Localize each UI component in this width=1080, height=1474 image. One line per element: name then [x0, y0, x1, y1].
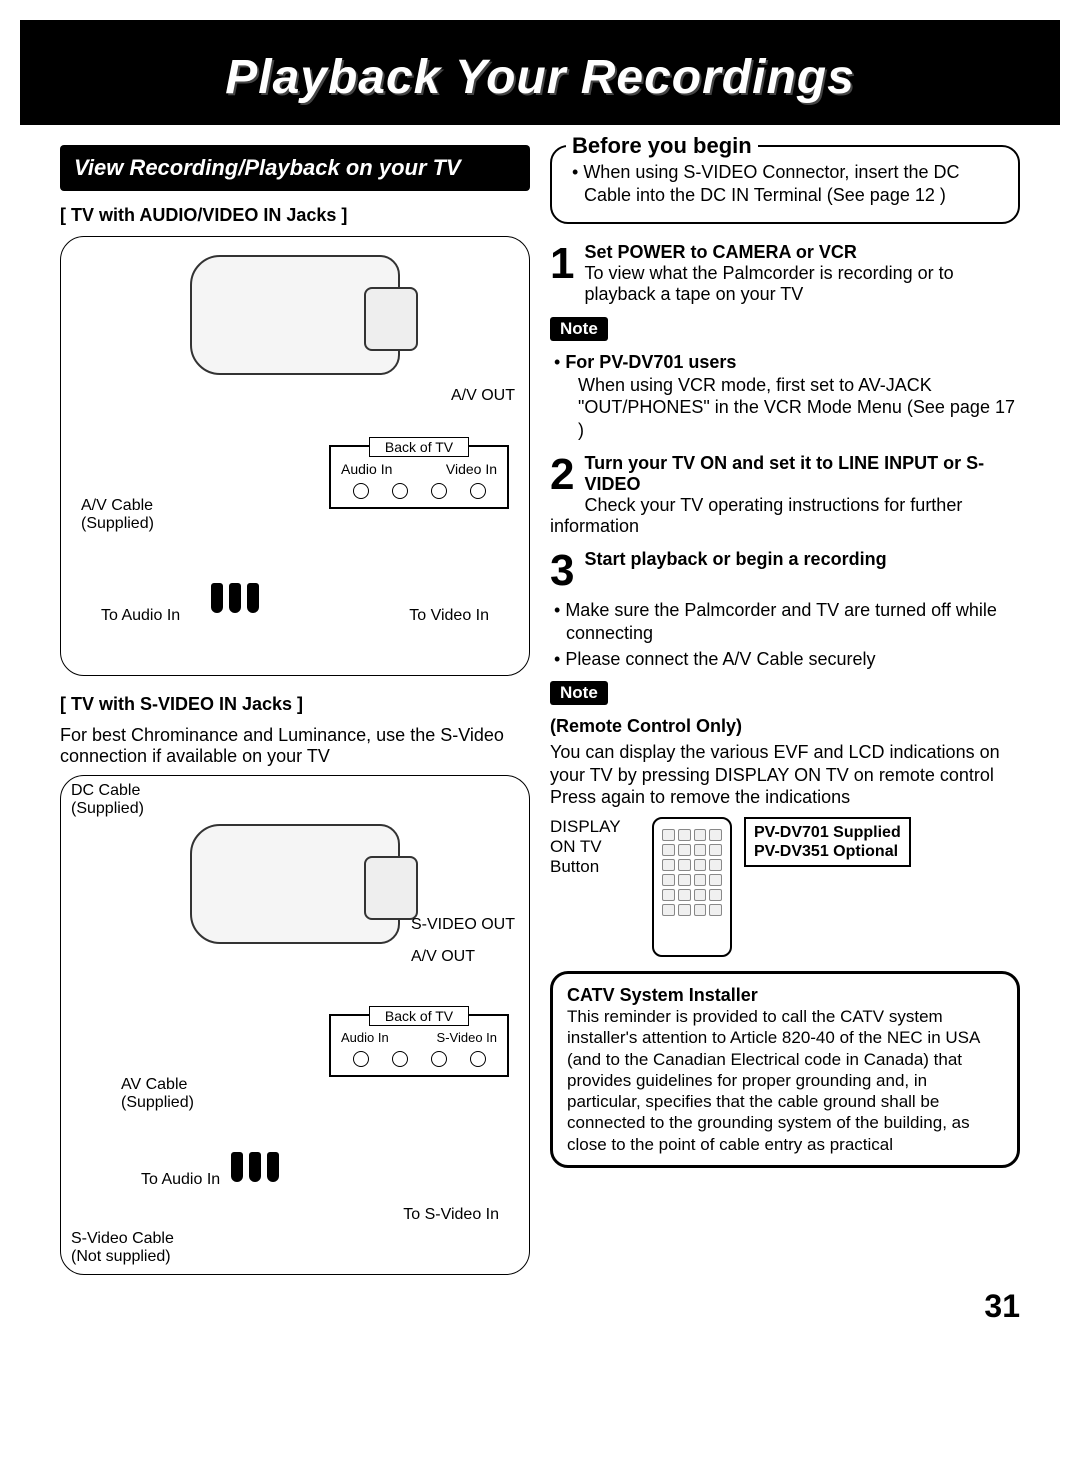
- step-1: 1 Set POWER to CAMERA or VCR To view wha…: [550, 242, 1020, 305]
- label-to-audio-in-2: To Audio In: [141, 1171, 220, 1189]
- camcorder-illustration-2: [190, 824, 400, 944]
- step-2: 2 Turn your TV ON and set it to LINE INP…: [550, 453, 1020, 537]
- bullet-2: • Please connect the A/V Cable securely: [550, 648, 1020, 671]
- label-audio-in-2: Audio In: [341, 1030, 389, 1045]
- plugs-illustration-2: [231, 1146, 279, 1188]
- step-2-title: Turn your TV ON and set it to LINE INPUT…: [584, 453, 984, 494]
- step-1-num: 1: [550, 242, 574, 286]
- step-1-text: To view what the Palmcorder is recording…: [584, 263, 953, 304]
- label-dc-cable: DC Cable (Supplied): [71, 782, 144, 818]
- remote-row: DISPLAY ON TV Button PV-DV701 Supplied P…: [550, 817, 1020, 957]
- page-number: 31: [984, 1288, 1020, 1325]
- label-to-audio-in: To Audio In: [101, 607, 180, 625]
- supply-box: PV-DV701 Supplied PV-DV351 Optional: [744, 817, 911, 867]
- page-title: Playback Your Recordings: [40, 50, 1040, 105]
- display-on-tv-label: DISPLAY ON TV Button: [550, 817, 640, 877]
- diagram-svideo: DC Cable (Supplied) S-VIDEO OUT A/V OUT …: [60, 775, 530, 1275]
- label-av-cable-2: AV Cable (Supplied): [121, 1076, 194, 1112]
- note-badge-1: Note: [550, 317, 608, 341]
- diagram-av: A/V OUT Back of TV Audio In Video In A/V…: [60, 236, 530, 676]
- step-2-num: 2: [550, 453, 574, 497]
- step-2-text: Check your TV operating instructions for…: [550, 495, 962, 536]
- before-text: • When using S-VIDEO Connector, insert t…: [568, 161, 1002, 206]
- catv-box: CATV System Installer This reminder is p…: [550, 971, 1020, 1168]
- label-to-video-in: To Video In: [409, 607, 489, 625]
- note-badge-2: Note: [550, 681, 608, 705]
- sub-header-svideo-jacks: [ TV with S-VIDEO IN Jacks ]: [60, 694, 530, 715]
- step-3-num: 3: [550, 549, 574, 593]
- label-back-of-tv: Back of TV: [369, 437, 469, 457]
- tv-back-box: Back of TV Audio In Video In: [329, 445, 509, 509]
- before-you-begin-box: Before you begin • When using S-VIDEO Co…: [550, 145, 1020, 224]
- catv-title: CATV System Installer: [567, 984, 1003, 1007]
- label-svideo-out: S-VIDEO OUT A/V OUT: [411, 916, 515, 966]
- step-1-note: • For PV-DV701 users When using VCR mode…: [550, 351, 1020, 441]
- catv-text: This reminder is provided to call the CA…: [567, 1006, 1003, 1155]
- label-audio-in: Audio In: [341, 461, 392, 477]
- label-video-in: Video In: [446, 461, 497, 477]
- svideo-description: For best Chrominance and Luminance, use …: [60, 725, 530, 767]
- label-back-of-tv-2: Back of TV: [369, 1006, 469, 1026]
- step-3-title: Start playback or begin a recording: [584, 549, 886, 569]
- plugs-illustration: [211, 577, 259, 619]
- tv-back-box-2: Back of TV Audio In S-Video In: [329, 1014, 509, 1077]
- step-1-title: Set POWER to CAMERA or VCR: [584, 242, 856, 262]
- remote-title: (Remote Control Only): [550, 715, 1020, 738]
- step-3: 3 Start playback or begin a recording: [550, 549, 1020, 593]
- bullet-1: • Make sure the Palmcorder and TV are tu…: [550, 599, 1020, 644]
- remote-illustration: [652, 817, 732, 957]
- remote-text: You can display the various EVF and LCD …: [550, 741, 1020, 809]
- label-av-out: A/V OUT: [451, 387, 515, 405]
- page-title-banner: Playback Your Recordings: [20, 20, 1060, 125]
- camcorder-illustration: [190, 255, 400, 375]
- before-legend: Before you begin: [566, 133, 758, 159]
- label-av-cable: A/V Cable (Supplied): [81, 497, 154, 533]
- sub-header-av-jacks: [ TV with AUDIO/VIDEO IN Jacks ]: [60, 205, 530, 226]
- label-svideo-in: S-Video In: [437, 1030, 497, 1045]
- section-header-view: View Recording/Playback on your TV: [60, 145, 530, 191]
- label-svideo-cable: S-Video Cable (Not supplied): [71, 1230, 174, 1266]
- label-to-svideo-in: To S-Video In: [403, 1206, 499, 1224]
